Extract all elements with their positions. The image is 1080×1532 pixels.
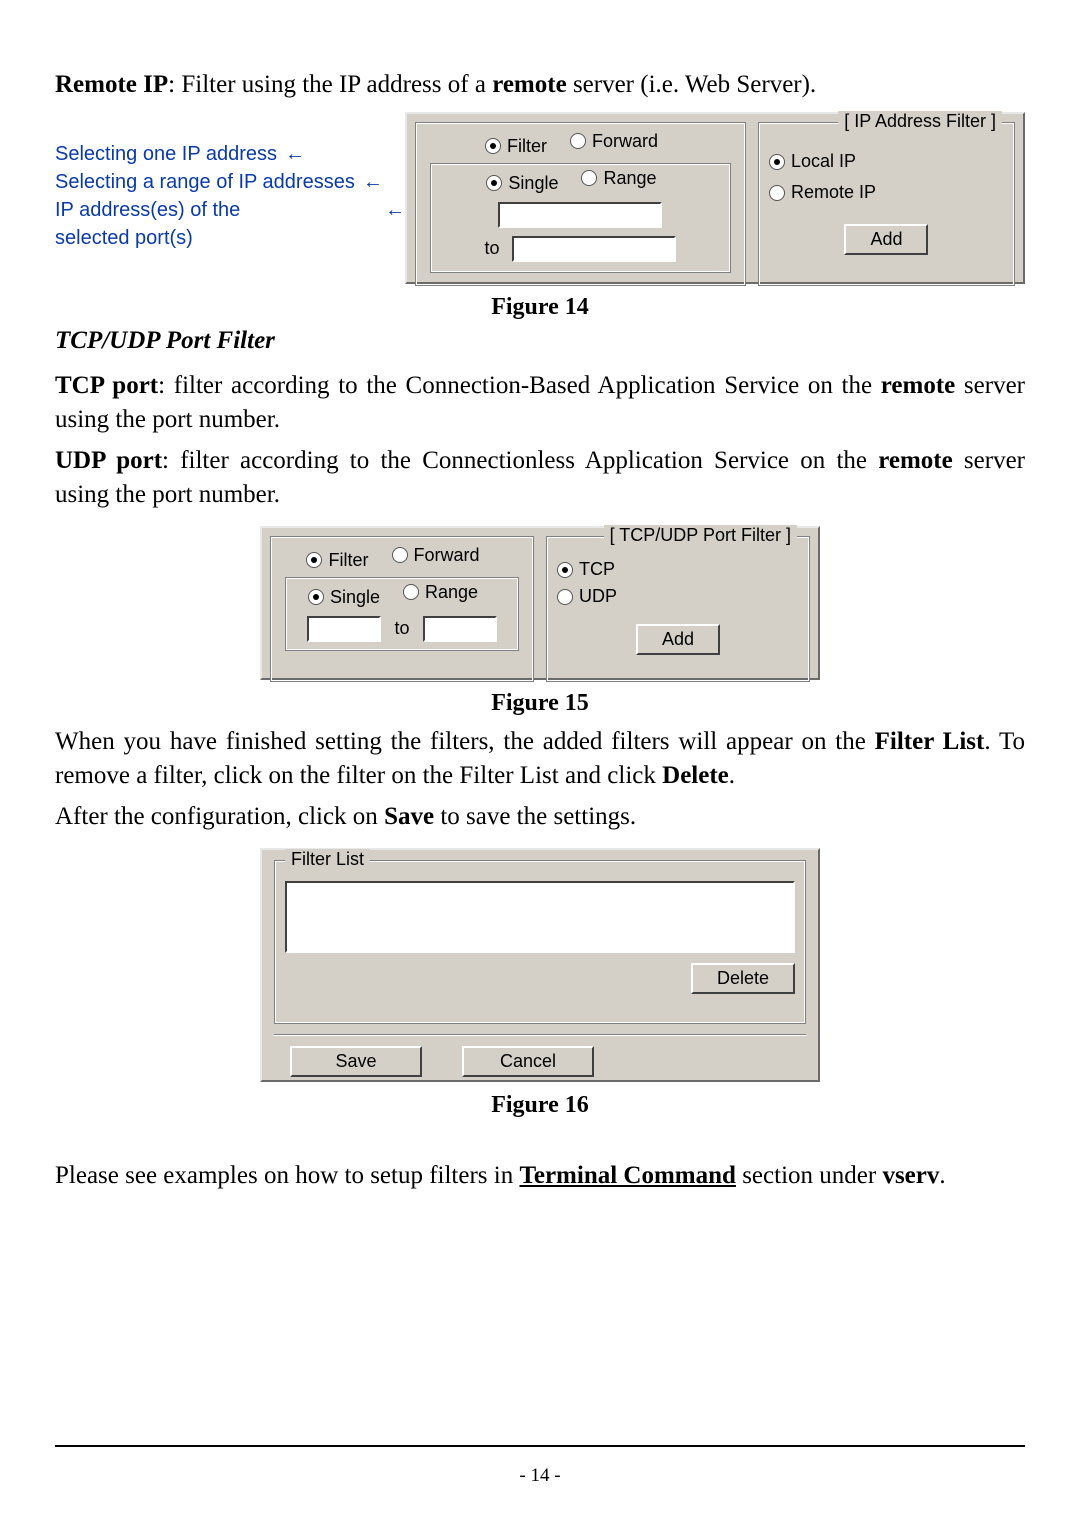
radio-label: Range	[425, 582, 478, 603]
filter-list-panel: Filter List Delete Save Cancel	[260, 848, 820, 1082]
radio-label: Single	[508, 173, 558, 194]
callout-text: Selecting a range of IP addresses	[55, 168, 355, 196]
text-bold: remote	[881, 372, 956, 399]
radio-forward[interactable]: Forward	[392, 545, 480, 566]
groupbox-title: [ IP Address Filter ]	[838, 111, 1002, 132]
figure-14: Selecting one IP address ← Selecting a r…	[55, 112, 1025, 284]
radio-label: Remote IP	[791, 182, 876, 203]
radio-filter[interactable]: Filter	[306, 550, 368, 571]
section-title-tcpudp: TCP/UDP Port Filter	[55, 327, 1025, 355]
text: When you have finished setting the filte…	[55, 728, 875, 755]
para-bottom: Please see examples on how to setup filt…	[55, 1159, 1025, 1193]
radio-label: UDP	[579, 586, 617, 607]
figure-caption: Figure 16	[55, 1092, 1025, 1119]
radio-range[interactable]: Range	[403, 582, 478, 603]
radio-label: Local IP	[791, 151, 856, 172]
para-udp: UDP port: filter according to the Connec…	[55, 444, 1025, 512]
arrow-icon: ←	[377, 196, 405, 224]
para-save: After the configuration, click on Save t…	[55, 800, 1025, 834]
radio-label: Single	[330, 587, 380, 608]
text-bold: remote	[492, 71, 567, 98]
radio-remote-ip[interactable]: Remote IP	[769, 182, 876, 203]
radio-label: TCP	[579, 559, 615, 580]
text-bold: remote	[878, 447, 953, 474]
text-bold: Delete	[662, 762, 729, 789]
callout-text: selected port(s)	[55, 224, 193, 252]
radio-label: Forward	[414, 545, 480, 566]
arrow-icon: ←	[277, 140, 305, 168]
ip-input-to[interactable]	[512, 236, 676, 262]
to-label: to	[484, 238, 499, 258]
text: .	[939, 1162, 945, 1189]
port-filter-panel: Filter Forward Single Range to	[260, 526, 820, 680]
text: .	[729, 762, 735, 789]
radio-label: Filter	[328, 550, 368, 571]
radio-tcp[interactable]: TCP	[557, 559, 615, 580]
text: : filter according to the Connectionless…	[162, 447, 878, 474]
text-bold: UDP port	[55, 447, 162, 474]
text: After the configuration, click on	[55, 803, 384, 830]
add-button[interactable]: Add	[844, 224, 928, 255]
arrow-icon: ←	[355, 168, 383, 196]
figure-caption: Figure 15	[55, 690, 1025, 717]
text-bold: Save	[384, 803, 434, 830]
radio-single[interactable]: Single	[308, 587, 380, 608]
figure-caption: Figure 14	[55, 294, 1025, 321]
radio-local-ip[interactable]: Local IP	[769, 151, 856, 172]
ip-filter-panel: Filter Forward Single Range	[405, 112, 1025, 284]
page-number: - 14 -	[0, 1465, 1080, 1487]
delete-button[interactable]: Delete	[691, 963, 795, 994]
text: to save the settings.	[434, 803, 636, 830]
para-filter-list: When you have finished setting the filte…	[55, 725, 1025, 793]
text: server (i.e. Web Server).	[567, 71, 817, 98]
radio-label: Range	[603, 168, 656, 189]
text-bold: vserv	[882, 1162, 939, 1189]
port-input-from[interactable]	[307, 616, 381, 642]
to-label: to	[394, 618, 409, 638]
radio-forward[interactable]: Forward	[570, 131, 658, 152]
port-input-to[interactable]	[423, 616, 497, 642]
para-tcp: TCP port: filter according to the Connec…	[55, 369, 1025, 437]
footer-rule	[55, 1445, 1025, 1447]
filter-listbox[interactable]	[285, 881, 795, 953]
text: Please see examples on how to setup filt…	[55, 1162, 519, 1189]
text: section under	[736, 1162, 882, 1189]
text-bold: Remote IP	[55, 71, 168, 98]
radio-label: Filter	[507, 136, 547, 157]
radio-filter[interactable]: Filter	[485, 136, 547, 157]
callout-text: IP address(es) of the	[55, 196, 240, 224]
ip-input-from[interactable]	[498, 202, 662, 228]
add-button[interactable]: Add	[636, 624, 720, 655]
text-bold: TCP port	[55, 372, 158, 399]
groupbox-title: Filter List	[285, 849, 370, 870]
radio-label: Forward	[592, 131, 658, 152]
radio-udp[interactable]: UDP	[557, 586, 617, 607]
para-remote-ip: Remote IP: Filter using the IP address o…	[55, 68, 1025, 102]
save-button[interactable]: Save	[290, 1046, 422, 1077]
groupbox-title: [ TCP/UDP Port Filter ]	[604, 525, 797, 546]
radio-single[interactable]: Single	[486, 173, 558, 194]
figure14-callouts: Selecting one IP address ← Selecting a r…	[55, 112, 405, 284]
text: : filter according to the Connection-Bas…	[158, 372, 881, 399]
text-bold: Filter List	[875, 728, 985, 755]
text: : Filter using the IP address of a	[168, 71, 492, 98]
text-bold-underline: Terminal Command	[519, 1162, 735, 1189]
cancel-button[interactable]: Cancel	[462, 1046, 594, 1077]
radio-range[interactable]: Range	[581, 168, 656, 189]
callout-text: Selecting one IP address	[55, 140, 277, 168]
